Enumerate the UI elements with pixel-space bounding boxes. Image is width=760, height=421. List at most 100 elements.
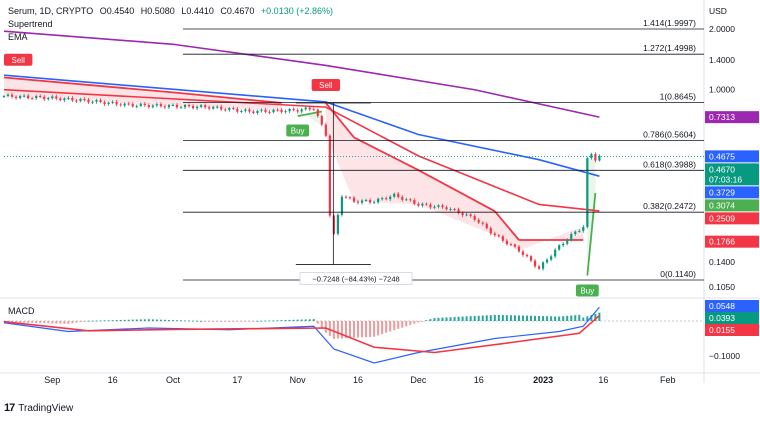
macd-axis-label: 0.0548 <box>709 301 735 311</box>
indicator-supertrend[interactable]: Supertrend <box>8 19 53 29</box>
time-axis-tick: 16 <box>108 375 118 385</box>
macd-histogram-bar <box>204 321 207 322</box>
macd-histogram-bar <box>143 319 146 321</box>
candle-body <box>87 99 90 103</box>
macd-histogram-bar <box>200 320 203 322</box>
candle-body <box>244 109 247 111</box>
macd-histogram-bar <box>63 321 66 324</box>
candle-body <box>191 106 195 109</box>
candle-body <box>541 262 545 269</box>
candle-body <box>216 106 219 108</box>
candle-body <box>566 240 569 244</box>
candle-body <box>208 107 211 109</box>
time-axis-tick: Oct <box>166 375 181 385</box>
macd-histogram-bar <box>304 319 307 321</box>
macd-histogram-bar <box>509 315 512 321</box>
macd-signal-line <box>3 314 600 354</box>
candle-body <box>27 95 30 99</box>
macd-histogram-bar <box>449 317 452 321</box>
candle-body <box>204 105 207 108</box>
macd-histogram-bar <box>546 316 549 321</box>
macd-histogram-bar <box>192 320 195 322</box>
candle-body <box>360 200 364 203</box>
candle-body <box>316 109 319 117</box>
macd-axis-tick: −0.1000 <box>709 351 740 361</box>
macd-histogram-bar <box>75 321 78 323</box>
candle-body <box>554 249 557 257</box>
price-axis-label-box <box>705 212 759 225</box>
macd-axis-label-box <box>705 324 759 336</box>
candle-body <box>220 106 223 110</box>
macd-histogram-bar <box>465 316 468 321</box>
candle-body <box>433 206 436 208</box>
macd-histogram-bar <box>530 315 533 321</box>
candle-body <box>2 96 6 98</box>
macd-histogram-bar <box>457 316 460 321</box>
time-axis-tick: 16 <box>353 375 363 385</box>
candle-body <box>505 240 508 245</box>
macd-histogram-bar <box>517 315 520 321</box>
macd-histogram-bar <box>123 319 126 321</box>
candle-body <box>441 205 444 208</box>
buy-signal-badge <box>286 124 310 137</box>
fib-level-label: 0.618(0.3988) <box>643 159 696 169</box>
macd-histogram-bar <box>409 321 412 326</box>
tradingview-logo[interactable]: 17 TradingView <box>4 402 73 414</box>
candle-body <box>83 99 86 101</box>
macd-histogram-bar <box>405 321 408 327</box>
candle-body <box>578 230 581 232</box>
supertrend-line <box>494 210 520 241</box>
macd-histogram-bar <box>473 315 476 321</box>
supertrend-fill <box>418 170 495 236</box>
macd-histogram-bar <box>268 320 271 322</box>
macd-histogram-bar <box>180 320 183 322</box>
price-axis-tick: 0.1050 <box>709 282 735 292</box>
macd-histogram-bar <box>481 315 484 321</box>
candle-body <box>521 251 525 255</box>
candle-body <box>562 243 565 246</box>
candle-body <box>55 96 58 99</box>
macd-histogram-bar <box>437 317 440 321</box>
candle-body <box>103 102 106 105</box>
candle-body <box>135 105 138 107</box>
macd-histogram-bar <box>340 321 343 339</box>
candle-body <box>212 106 215 109</box>
macd-histogram-bar <box>505 315 508 321</box>
macd-histogram-bar <box>586 316 589 321</box>
ema-purple-line <box>3 30 600 118</box>
macd-histogram-bar <box>493 314 496 321</box>
macd-histogram-bar <box>83 321 86 322</box>
candle-body <box>453 208 456 210</box>
candle-body <box>537 266 541 269</box>
macd-histogram-bar <box>228 321 231 322</box>
symbol-label[interactable]: Serum, 1D, CRYPTO <box>8 6 94 16</box>
macd-histogram-bar <box>598 312 601 321</box>
candle-body <box>115 101 118 105</box>
fib-level-label: 0(0.1140) <box>660 269 696 279</box>
macd-histogram-bar <box>381 321 384 335</box>
candle-body <box>300 109 303 112</box>
candle-body <box>47 98 50 100</box>
macd-histogram-bar <box>353 321 355 338</box>
candle-body <box>368 200 372 203</box>
candle-body <box>377 198 380 203</box>
macd-axis-label: 0.0393 <box>709 313 735 323</box>
candle-body <box>445 207 448 210</box>
macd-histogram-bar <box>208 321 211 322</box>
candle-body <box>481 222 484 224</box>
candle-body <box>312 109 315 111</box>
candle-body <box>183 105 187 108</box>
candle-body <box>385 198 388 200</box>
candle-body <box>256 110 259 113</box>
candle-body <box>397 193 400 197</box>
macd-histogram-bar <box>373 321 376 337</box>
candle-body <box>175 104 179 108</box>
macd-histogram-bar <box>513 315 516 321</box>
supertrend-line <box>172 91 282 104</box>
macd-indicator-label[interactable]: MACD <box>8 306 35 316</box>
candle-body <box>268 111 271 113</box>
macd-histogram-bar <box>276 320 279 322</box>
candle-body <box>280 109 283 113</box>
indicator-ema[interactable]: EMA <box>8 32 28 42</box>
